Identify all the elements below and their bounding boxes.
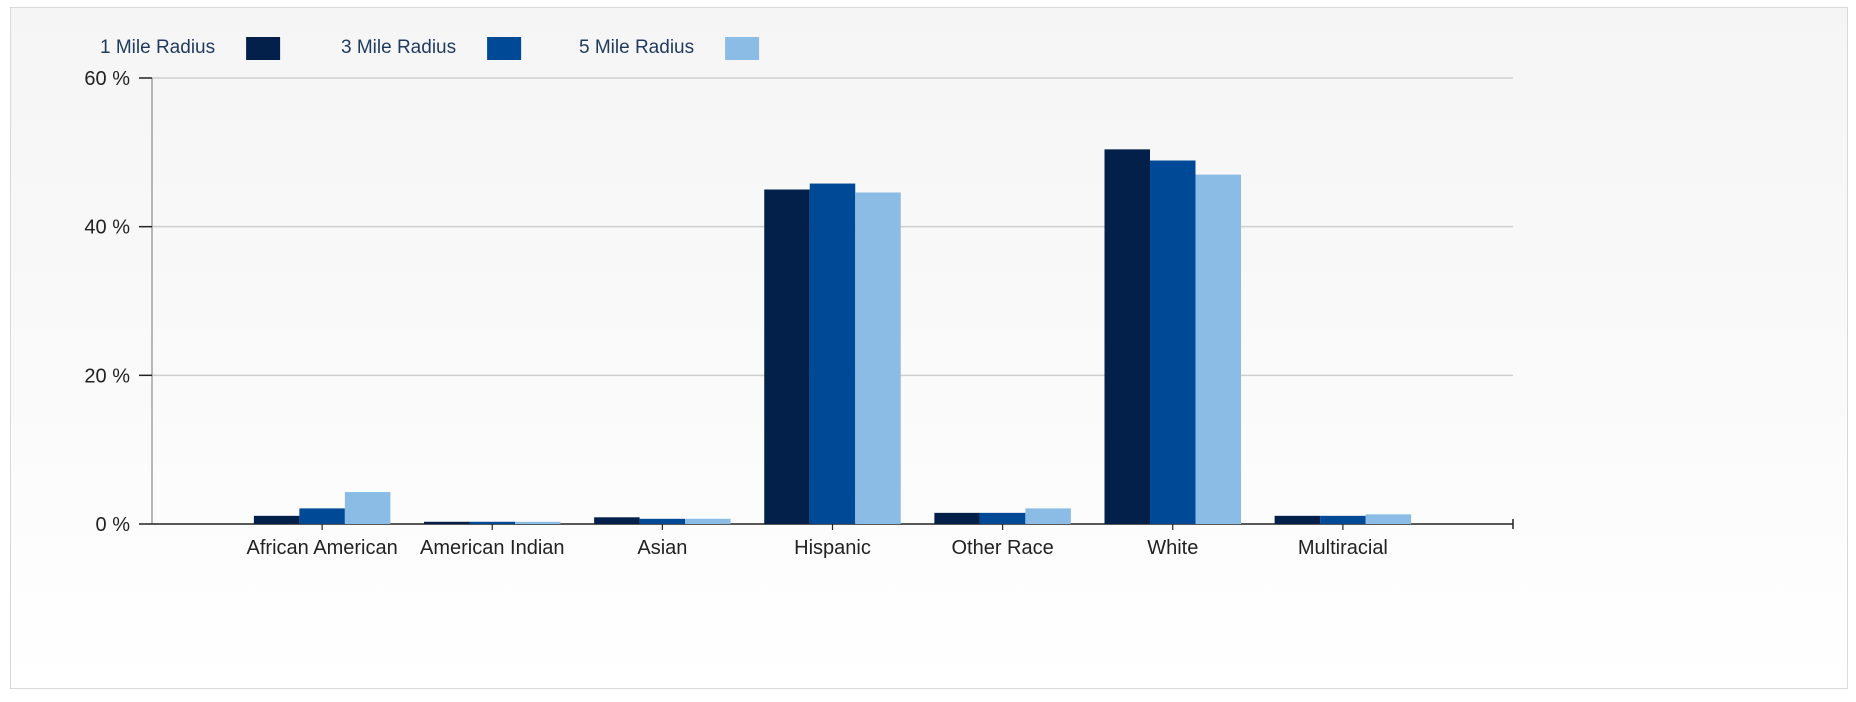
legend-label: 1 Mile Radius [100, 37, 215, 58]
bar [1365, 514, 1412, 524]
bar [639, 518, 686, 524]
bar [1104, 149, 1150, 525]
x-tick-label: Asian [637, 537, 687, 559]
bar-series [253, 149, 1412, 525]
legend-swatch [725, 37, 760, 60]
bar [979, 512, 1026, 524]
legend-swatch [487, 37, 522, 60]
bar [515, 521, 561, 524]
bar [253, 515, 300, 524]
y-tick-label: 0 % [96, 514, 131, 536]
x-tick-label: Multiracial [1298, 537, 1388, 559]
bar-chart: 1 Mile Radius 3 Mile Radius 5 Mile Radius … [84, 37, 1514, 559]
y-axis-ticks: 0 % 20 % 40 % 60 % [84, 68, 152, 536]
bar [934, 512, 980, 524]
bar [1150, 160, 1196, 524]
x-tick-label: African American [247, 537, 398, 559]
bar [1274, 515, 1321, 524]
bar [685, 518, 731, 524]
bar [299, 508, 345, 524]
bar [344, 492, 391, 524]
legend-label: 3 Mile Radius [341, 37, 456, 58]
bar [764, 189, 810, 524]
x-tick-label: Hispanic [794, 537, 871, 559]
bar [1025, 508, 1071, 524]
chart-panel: 1 Mile Radius 3 Mile Radius 5 Mile Radius … [10, 7, 1848, 689]
y-tick-label: 40 % [84, 217, 130, 239]
bar [1320, 515, 1366, 524]
bar [855, 192, 901, 524]
x-tick-label: Other Race [951, 537, 1053, 559]
x-axis-labels: African American American Indian Asian Hisp… [247, 524, 1388, 559]
y-tick-label: 60 % [84, 68, 130, 90]
y-tick-label: 20 % [84, 365, 130, 387]
chart-legend: 1 Mile Radius 3 Mile Radius 5 Mile Radius [100, 37, 760, 60]
x-tick-label: White [1147, 537, 1198, 559]
bar [424, 521, 470, 524]
bar [809, 183, 856, 524]
bar [1195, 174, 1241, 524]
legend-swatch [246, 37, 281, 60]
bar [594, 517, 640, 524]
legend-label: 5 Mile Radius [579, 37, 694, 58]
bar [469, 521, 515, 524]
x-tick-label: American Indian [420, 537, 565, 559]
